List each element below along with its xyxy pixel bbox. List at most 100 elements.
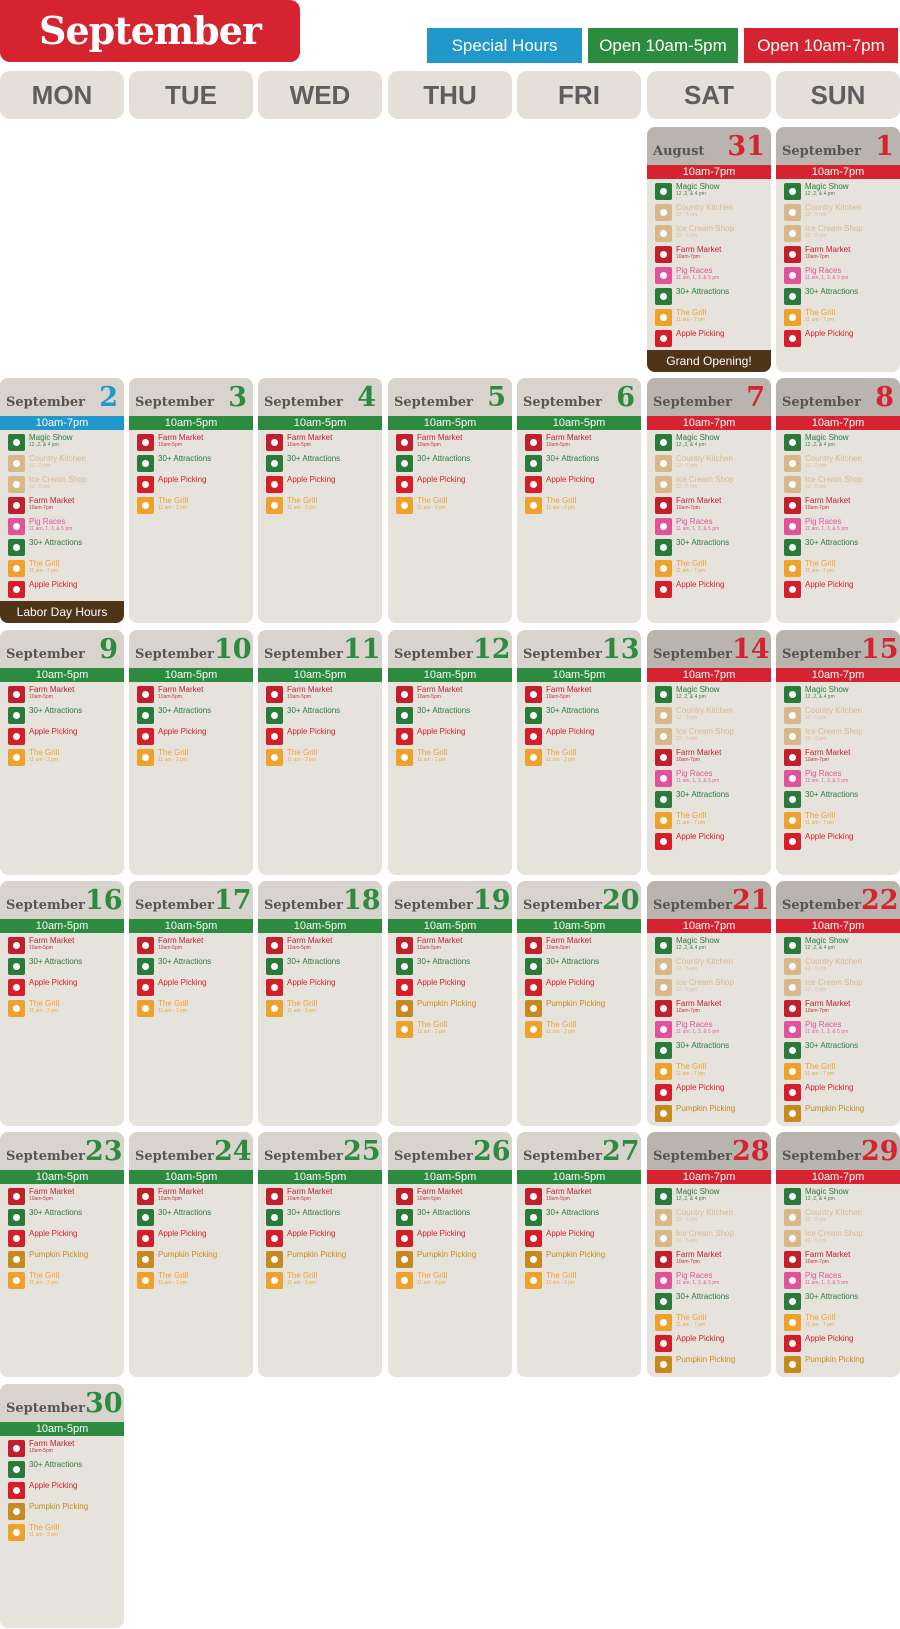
event-item[interactable]: Apple Picking [266, 728, 382, 745]
event-item[interactable]: Pumpkin Picking [525, 1000, 641, 1017]
event-item[interactable]: Apple Picking [525, 1230, 641, 1247]
event-item[interactable]: The Grill 11 am - 7 pm [784, 560, 900, 577]
day-cell-6[interactable]: September 6 10am-5pm Farm Market 10am-5pm 30+… [517, 378, 641, 623]
event-item[interactable]: Ice Cream Shop 12 - 5 pm [655, 225, 771, 242]
event-item[interactable]: 30+ Attractions [396, 707, 512, 724]
event-item[interactable]: Apple Picking [8, 979, 124, 996]
event-item[interactable]: Magic Show 12 ,2, & 4 pm [655, 183, 771, 200]
event-item[interactable]: Ice Cream Shop 12 - 5 pm [784, 1230, 900, 1247]
event-item[interactable]: Pig Races 11 am, 1, 3, & 5 pm [655, 518, 771, 535]
event-item[interactable]: Apple Picking [266, 1230, 382, 1247]
event-item[interactable]: Farm Market 10am-5pm [8, 937, 124, 954]
event-item[interactable]: 30+ Attractions [266, 958, 382, 975]
event-item[interactable]: Apple Picking [137, 728, 253, 745]
day-cell-2[interactable]: September 2 10am-7pm Magic Show 12 ,2, & 4 p… [0, 378, 124, 623]
event-item[interactable]: Country Kitchen 12 - 5 pm [784, 204, 900, 221]
event-item[interactable]: Magic Show 12 ,2, & 4 pm [784, 686, 900, 703]
day-cell-10[interactable]: September 10 10am-5pm Farm Market 10am-5pm 30… [129, 630, 253, 875]
event-item[interactable]: Farm Market 10am-7pm [655, 246, 771, 263]
event-item[interactable]: Country Kitchen 12 - 5 pm [655, 455, 771, 472]
event-item[interactable]: Farm Market 10am-5pm [8, 1188, 124, 1205]
day-cell-9[interactable]: September 9 10am-5pm Farm Market 10am-5pm 30+… [0, 630, 124, 875]
event-item[interactable]: The Grill 11 am - 2 pm [396, 1272, 512, 1289]
event-item[interactable]: Pig Races 11 am, 1, 3, & 5 pm [8, 518, 124, 535]
day-cell-31[interactable]: August 31 10am-7pm Magic Show 12 ,2, & 4 pm C… [647, 127, 771, 372]
event-item[interactable]: Farm Market 10am-7pm [655, 497, 771, 514]
event-item[interactable]: Apple Picking [525, 979, 641, 996]
event-item[interactable]: 30+ Attractions [8, 1209, 124, 1226]
event-item[interactable]: 30+ Attractions [655, 539, 771, 556]
event-item[interactable]: Ice Cream Shop 12 - 5 pm [784, 476, 900, 493]
event-item[interactable]: 30+ Attractions [8, 1461, 124, 1478]
event-item[interactable]: 30+ Attractions [525, 455, 641, 472]
day-cell-1[interactable]: September 1 10am-7pm Magic Show 12 ,2, & 4 p… [776, 127, 900, 372]
event-item[interactable]: The Grill 11 am - 2 pm [525, 749, 641, 766]
event-item[interactable]: Apple Picking [137, 979, 253, 996]
day-cell-3[interactable]: September 3 10am-5pm Farm Market 10am-5pm 30+… [129, 378, 253, 623]
event-item[interactable]: Farm Market 10am-5pm [137, 686, 253, 703]
event-item[interactable]: 30+ Attractions [266, 455, 382, 472]
event-item[interactable]: Country Kitchen 12 - 5 pm [655, 958, 771, 975]
event-item[interactable]: Ice Cream Shop 12 - 5 pm [655, 979, 771, 996]
event-item[interactable]: The Grill 11 am - 2 pm [8, 1000, 124, 1017]
day-cell-25[interactable]: September 25 10am-5pm Farm Market 10am-5pm 30… [258, 1132, 382, 1377]
event-item[interactable]: Magic Show 12 ,2, & 4 pm [655, 937, 771, 954]
event-item[interactable]: Apple Picking [655, 330, 771, 347]
event-item[interactable]: 30+ Attractions [266, 707, 382, 724]
event-item[interactable]: Apple Picking [137, 1230, 253, 1247]
event-item[interactable]: The Grill 11 am - 2 pm [396, 1021, 512, 1038]
event-item[interactable]: Apple Picking [396, 476, 512, 493]
event-item[interactable]: Pig Races 11 am, 1, 3, & 5 pm [784, 267, 900, 284]
event-item[interactable]: Pig Races 11 am, 1, 3, & 5 pm [784, 518, 900, 535]
event-item[interactable]: 30+ Attractions [137, 1209, 253, 1226]
event-item[interactable]: Farm Market 10am-7pm [655, 1251, 771, 1268]
event-item[interactable]: 30+ Attractions [525, 1209, 641, 1226]
event-item[interactable]: Country Kitchen 12 - 5 pm [784, 707, 900, 724]
event-item[interactable]: The Grill 11 am - 2 pm [525, 1272, 641, 1289]
event-item[interactable]: Country Kitchen 12 - 5 pm [655, 204, 771, 221]
event-item[interactable]: Pig Races 11 am, 1, 3, & 5 pm [784, 770, 900, 787]
event-item[interactable]: 30+ Attractions [396, 958, 512, 975]
event-item[interactable]: The Grill 11 am - 2 pm [137, 497, 253, 514]
event-item[interactable]: Magic Show 12 ,2, & 4 pm [655, 686, 771, 703]
day-cell-24[interactable]: September 24 10am-5pm Farm Market 10am-5pm 30… [129, 1132, 253, 1377]
event-item[interactable]: Country Kitchen 12 - 5 pm [784, 958, 900, 975]
event-item[interactable]: Apple Picking [784, 1084, 900, 1101]
event-item[interactable]: Apple Picking [8, 1482, 124, 1499]
event-item[interactable]: Farm Market 10am-7pm [784, 1251, 900, 1268]
event-item[interactable]: 30+ Attractions [137, 707, 253, 724]
event-item[interactable]: The Grill 11 am - 2 pm [8, 1524, 124, 1541]
event-item[interactable]: Pig Races 11 am, 1, 3, & 5 pm [784, 1021, 900, 1038]
event-item[interactable]: Pumpkin Picking [655, 1356, 771, 1373]
event-item[interactable]: Farm Market 10am-5pm [396, 937, 512, 954]
event-item[interactable]: 30+ Attractions [784, 1293, 900, 1310]
event-item[interactable]: Apple Picking [396, 728, 512, 745]
day-cell-14[interactable]: September 14 10am-7pm Magic Show 12 ,2, & 4 … [647, 630, 771, 875]
event-item[interactable]: Country Kitchen 12 - 5 pm [655, 707, 771, 724]
event-item[interactable]: Farm Market 10am-5pm [525, 686, 641, 703]
day-cell-26[interactable]: September 26 10am-5pm Farm Market 10am-5pm 30… [388, 1132, 512, 1377]
event-item[interactable]: 30+ Attractions [396, 1209, 512, 1226]
event-item[interactable]: Ice Cream Shop 12 - 5 pm [655, 476, 771, 493]
event-item[interactable]: Farm Market 10am-7pm [784, 1000, 900, 1017]
event-item[interactable]: The Grill 11 am - 2 pm [525, 1021, 641, 1038]
event-item[interactable]: 30+ Attractions [8, 958, 124, 975]
day-cell-23[interactable]: September 23 10am-5pm Farm Market 10am-5pm 30… [0, 1132, 124, 1377]
event-item[interactable]: Country Kitchen 12 - 5 pm [784, 1209, 900, 1226]
event-item[interactable]: 30+ Attractions [655, 288, 771, 305]
event-item[interactable]: Apple Picking [8, 728, 124, 745]
event-item[interactable]: Ice Cream Shop 12 - 5 pm [8, 476, 124, 493]
event-item[interactable]: Farm Market 10am-5pm [8, 686, 124, 703]
event-item[interactable]: Farm Market 10am-5pm [266, 1188, 382, 1205]
event-item[interactable]: The Grill 11 am - 7 pm [784, 309, 900, 326]
event-item[interactable]: Farm Market 10am-5pm [525, 434, 641, 451]
day-cell-21[interactable]: September 21 10am-7pm Magic Show 12 ,2, & 4 … [647, 881, 771, 1126]
day-cell-7[interactable]: September 7 10am-7pm Magic Show 12 ,2, & 4 p… [647, 378, 771, 623]
event-item[interactable]: The Grill 11 am - 2 pm [266, 1272, 382, 1289]
event-item[interactable]: 30+ Attractions [655, 1293, 771, 1310]
event-item[interactable]: Pumpkin Picking [655, 1105, 771, 1122]
event-item[interactable]: Apple Picking [8, 581, 124, 598]
day-cell-11[interactable]: September 11 10am-5pm Farm Market 10am-5pm 30… [258, 630, 382, 875]
event-item[interactable]: The Grill 11 am - 7 pm [784, 1063, 900, 1080]
event-item[interactable]: Farm Market 10am-7pm [784, 749, 900, 766]
